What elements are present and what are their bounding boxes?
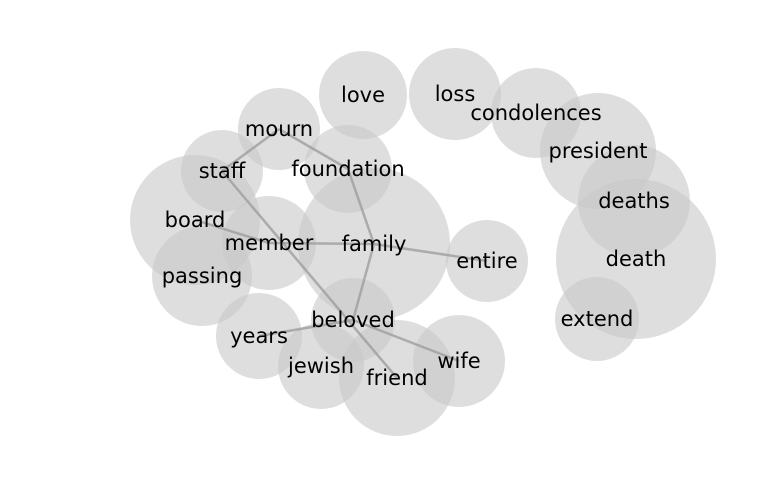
node-label-staff: staff — [199, 159, 246, 183]
node-label-loss: loss — [435, 82, 476, 106]
edge-board-member — [194, 218, 270, 245]
node-label-love: love — [341, 83, 385, 107]
node-label-condolences: condolences — [470, 101, 601, 125]
node-label-mourn: mourn — [245, 117, 313, 141]
edge-beloved-wife — [352, 318, 460, 363]
node-label-extend: extend — [561, 307, 634, 331]
bubble-extend — [555, 277, 639, 361]
edge-layer — [194, 127, 488, 379]
edge-family-entire — [373, 242, 488, 263]
node-label-deaths: deaths — [598, 189, 670, 213]
bubble-love — [319, 51, 407, 139]
node-label-years: years — [230, 324, 288, 348]
node-label-death: death — [606, 247, 667, 271]
edge-mourn-foundation — [278, 127, 349, 171]
bubble-passing — [152, 226, 252, 326]
edge-staff-friend — [221, 170, 398, 379]
node-label-family: family — [342, 232, 407, 256]
node-label-wife: wife — [437, 349, 480, 373]
node-label-beloved: beloved — [311, 308, 395, 332]
node-label-board: board — [165, 208, 226, 232]
edge-mourn-staff — [221, 127, 280, 173]
bubble-loss — [409, 48, 501, 140]
edge-member-family — [268, 241, 375, 246]
node-label-foundation: foundation — [291, 157, 404, 181]
edge-foundation-family — [346, 168, 376, 245]
node-label-passing: passing — [162, 264, 243, 288]
node-label-president: president — [549, 139, 648, 163]
node-label-member: member — [225, 231, 314, 255]
node-label-jewish: jewish — [287, 354, 354, 378]
node-label-friend: friend — [366, 366, 427, 390]
edge-beloved-years — [258, 318, 354, 338]
edge-family-beloved — [351, 243, 376, 321]
node-label-entire: entire — [456, 249, 517, 273]
